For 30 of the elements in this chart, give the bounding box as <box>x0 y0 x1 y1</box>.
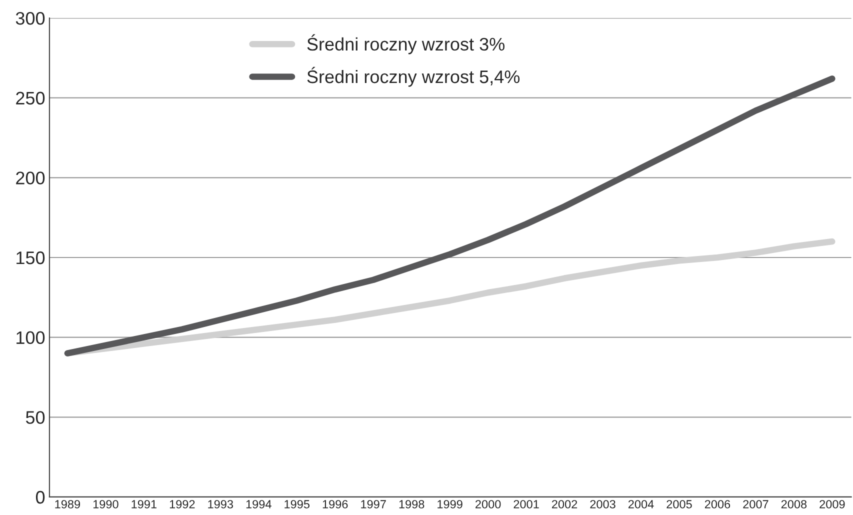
x-tick-label: 1999 <box>438 500 462 508</box>
y-tick-label: 50 <box>26 411 45 424</box>
x-tick-label: 2000 <box>476 500 501 508</box>
x-tick-label: 2003 <box>590 500 616 508</box>
x-tick-label: 2005 <box>666 500 692 508</box>
x-tick-label: 2004 <box>628 500 654 508</box>
y-tick-label: 200 <box>16 172 45 184</box>
x-tick-label: 2008 <box>781 500 807 508</box>
x-tick-label: 1990 <box>93 500 118 508</box>
y-tick-label: 250 <box>16 92 45 105</box>
legend-label: Średni roczny wzrost 5,4% <box>307 66 520 87</box>
y-tick-label: 150 <box>16 251 45 264</box>
x-tick-label: 1993 <box>208 500 234 508</box>
x-tick-label: 1996 <box>322 500 348 508</box>
x-tick-label: 1995 <box>284 500 310 508</box>
x-tick-label: 1989 <box>55 500 80 508</box>
x-tick-label: 1998 <box>399 500 424 508</box>
y-tick-label: 0 <box>36 490 45 504</box>
x-tick-label: 1991 <box>132 500 156 508</box>
y-tick-label: 300 <box>16 12 45 25</box>
legend-label: Średni roczny wzrost 3% <box>307 34 504 54</box>
x-tick-label: 2006 <box>704 500 730 508</box>
x-tick-label: 2002 <box>552 500 578 508</box>
x-tick-label: 1992 <box>170 500 195 508</box>
x-tick-label: 1997 <box>361 500 386 508</box>
x-tick-label: 1994 <box>246 500 272 508</box>
x-tick-label: 2007 <box>743 500 768 508</box>
x-tick-label: 2001 <box>514 500 539 508</box>
y-tick-label: 100 <box>16 331 45 344</box>
x-tick-label: 2009 <box>820 500 845 508</box>
